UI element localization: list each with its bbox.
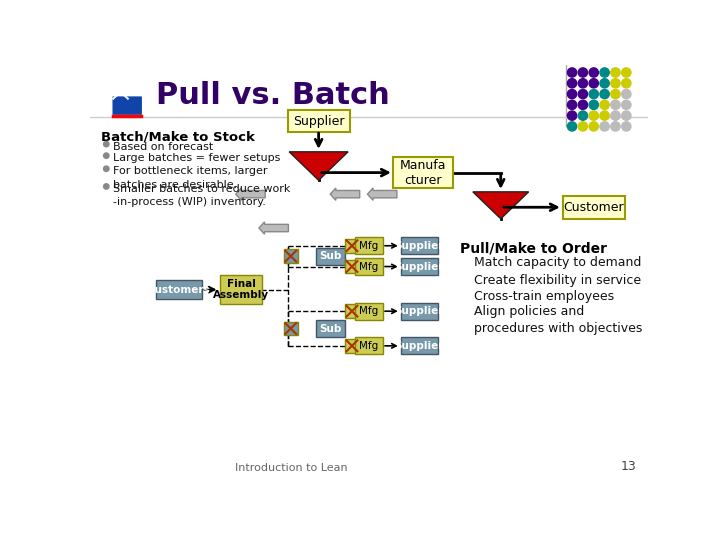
Text: For bottleneck items, larger
batches are desirable.: For bottleneck items, larger batches are… bbox=[113, 166, 268, 190]
Polygon shape bbox=[259, 222, 289, 234]
Circle shape bbox=[621, 79, 631, 88]
Circle shape bbox=[600, 122, 609, 131]
Circle shape bbox=[621, 111, 631, 120]
Circle shape bbox=[567, 100, 577, 110]
Text: Mfg: Mfg bbox=[359, 261, 379, 272]
Circle shape bbox=[600, 79, 609, 88]
Circle shape bbox=[104, 184, 109, 189]
Circle shape bbox=[578, 100, 588, 110]
FancyBboxPatch shape bbox=[156, 280, 202, 299]
Circle shape bbox=[600, 90, 609, 99]
FancyBboxPatch shape bbox=[287, 110, 350, 132]
Text: Introduction to Lean: Introduction to Lean bbox=[235, 463, 348, 473]
FancyBboxPatch shape bbox=[355, 338, 383, 354]
Circle shape bbox=[611, 79, 620, 88]
Text: Sub: Sub bbox=[319, 323, 341, 334]
Text: Customer: Customer bbox=[564, 201, 624, 214]
Circle shape bbox=[589, 122, 598, 131]
FancyBboxPatch shape bbox=[393, 157, 454, 188]
Circle shape bbox=[621, 100, 631, 110]
Circle shape bbox=[104, 141, 109, 147]
Circle shape bbox=[567, 90, 577, 99]
FancyBboxPatch shape bbox=[401, 237, 438, 254]
Text: Sub: Sub bbox=[319, 251, 341, 261]
Text: Supplier: Supplier bbox=[395, 306, 444, 316]
FancyBboxPatch shape bbox=[355, 237, 383, 254]
Polygon shape bbox=[289, 152, 348, 180]
Circle shape bbox=[578, 90, 588, 99]
FancyBboxPatch shape bbox=[112, 96, 142, 115]
Text: Supplier: Supplier bbox=[395, 261, 444, 272]
Text: Based on forecast: Based on forecast bbox=[113, 142, 214, 152]
Circle shape bbox=[578, 111, 588, 120]
Circle shape bbox=[589, 100, 598, 110]
Text: 13: 13 bbox=[621, 460, 636, 473]
Text: Align policies and
procedures with objectives: Align policies and procedures with objec… bbox=[474, 305, 643, 335]
Circle shape bbox=[567, 122, 577, 131]
Circle shape bbox=[611, 100, 620, 110]
Text: Match capacity to demand: Match capacity to demand bbox=[474, 256, 642, 269]
Text: Large batches = fewer setups: Large batches = fewer setups bbox=[113, 153, 281, 163]
Polygon shape bbox=[235, 188, 265, 200]
FancyBboxPatch shape bbox=[401, 303, 438, 320]
Circle shape bbox=[600, 100, 609, 110]
FancyBboxPatch shape bbox=[345, 339, 359, 353]
Circle shape bbox=[567, 68, 577, 77]
FancyBboxPatch shape bbox=[315, 248, 345, 265]
Text: Mfg: Mfg bbox=[359, 306, 379, 316]
Circle shape bbox=[567, 79, 577, 88]
Text: Pull/Make to Order: Pull/Make to Order bbox=[461, 242, 608, 256]
Circle shape bbox=[600, 68, 609, 77]
FancyBboxPatch shape bbox=[401, 338, 438, 354]
Text: Pull vs. Batch: Pull vs. Batch bbox=[156, 81, 390, 110]
FancyBboxPatch shape bbox=[345, 239, 359, 253]
Polygon shape bbox=[473, 192, 528, 219]
Circle shape bbox=[589, 68, 598, 77]
FancyBboxPatch shape bbox=[284, 249, 297, 263]
Circle shape bbox=[589, 90, 598, 99]
Circle shape bbox=[589, 111, 598, 120]
Polygon shape bbox=[367, 188, 397, 200]
FancyBboxPatch shape bbox=[355, 258, 383, 275]
FancyBboxPatch shape bbox=[220, 275, 262, 304]
Text: Batch/Make to Stock: Batch/Make to Stock bbox=[101, 130, 255, 143]
Polygon shape bbox=[330, 188, 360, 200]
Circle shape bbox=[104, 153, 109, 158]
FancyBboxPatch shape bbox=[345, 304, 359, 318]
Text: Manufa
cturer: Manufa cturer bbox=[400, 159, 446, 187]
Circle shape bbox=[104, 166, 109, 171]
Text: Mfg: Mfg bbox=[359, 341, 379, 351]
Text: Supplier: Supplier bbox=[395, 241, 444, 251]
Circle shape bbox=[589, 79, 598, 88]
Text: Supplier: Supplier bbox=[293, 114, 344, 127]
Text: Smaller batches to reduce work
-in-process (WIP) inventory.: Smaller batches to reduce work -in-proce… bbox=[113, 184, 291, 207]
Text: Final
Assembly: Final Assembly bbox=[213, 279, 269, 300]
Circle shape bbox=[567, 111, 577, 120]
FancyBboxPatch shape bbox=[284, 322, 297, 335]
Circle shape bbox=[611, 90, 620, 99]
Text: Supplier: Supplier bbox=[395, 341, 444, 351]
Circle shape bbox=[611, 111, 620, 120]
Text: Create flexibility in service: Create flexibility in service bbox=[474, 274, 642, 287]
Circle shape bbox=[578, 122, 588, 131]
FancyBboxPatch shape bbox=[401, 258, 438, 275]
FancyBboxPatch shape bbox=[563, 195, 625, 219]
FancyBboxPatch shape bbox=[355, 303, 383, 320]
Text: Cross-train employees: Cross-train employees bbox=[474, 289, 615, 302]
Circle shape bbox=[600, 111, 609, 120]
Text: Mfg: Mfg bbox=[359, 241, 379, 251]
Circle shape bbox=[611, 122, 620, 131]
Circle shape bbox=[578, 79, 588, 88]
FancyBboxPatch shape bbox=[345, 260, 359, 273]
Circle shape bbox=[621, 68, 631, 77]
FancyBboxPatch shape bbox=[315, 320, 345, 337]
Circle shape bbox=[611, 68, 620, 77]
Circle shape bbox=[578, 68, 588, 77]
Circle shape bbox=[621, 90, 631, 99]
Text: Customers: Customers bbox=[148, 285, 210, 295]
Circle shape bbox=[621, 122, 631, 131]
